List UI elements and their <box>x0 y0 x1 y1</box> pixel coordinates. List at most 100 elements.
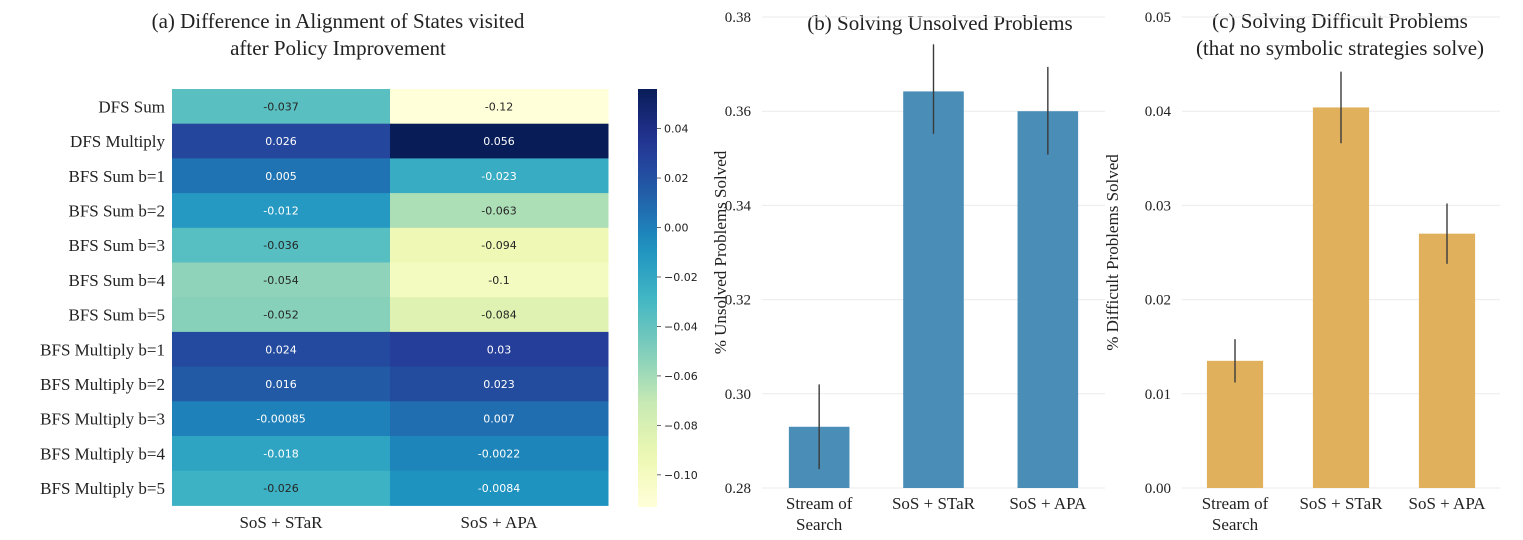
heatmap-cell <box>390 193 609 229</box>
difficult-chart-xtick-label: SoS + APA <box>1408 494 1486 513</box>
heatmap-cell <box>172 297 391 333</box>
colorbar-tick-label: 0.02 <box>664 172 689 185</box>
heatmap-row-label: BFS Sum b=1 <box>68 167 165 186</box>
unsolved-chart-ytick-label: 0.30 <box>725 387 751 403</box>
heatmap-cell <box>390 158 609 194</box>
colorbar-tick-label: −0.06 <box>664 370 698 383</box>
heatmap-row-label: BFS Multiply b=5 <box>40 479 165 498</box>
difficult-chart-panel: (c) Solving Difficult Problems (that no s… <box>1103 9 1500 534</box>
heatmap-row-label: BFS Multiply b=4 <box>40 444 165 463</box>
difficult-chart-ytick-label: 0.02 <box>1145 293 1171 309</box>
difficult-chart-xtick-label: Stream of Search <box>1202 494 1269 534</box>
heatmap-cell-label: 0.026 <box>265 135 297 148</box>
heatmap-cell <box>172 401 391 437</box>
difficult-chart-ylabel: % Difficult Problems Solved <box>1103 154 1122 351</box>
unsolved-chart-ytick-label: 0.32 <box>725 293 751 309</box>
heatmap-row-label: BFS Multiply b=2 <box>40 375 165 394</box>
heatmap-cell-label: -0.037 <box>263 100 298 113</box>
heatmap-row-label: DFS Sum <box>98 97 165 116</box>
heatmap-cell-label: -0.052 <box>263 309 298 322</box>
heatmap-cell-label: -0.018 <box>263 447 298 460</box>
heatmap-row-label: BFS Sum b=4 <box>68 271 165 290</box>
heatmap-cell <box>172 366 391 402</box>
unsolved-chart-bar <box>1017 111 1079 488</box>
colorbar-tick-label: −0.04 <box>664 320 698 333</box>
unsolved-chart-panel: (b) Solving Unsolved Problems 0.28 0.30 0.3… <box>711 10 1105 534</box>
heatmap-title: (a) Difference in Alignment of States vi… <box>152 9 525 33</box>
heatmap-cell-label: -0.00085 <box>256 413 305 426</box>
unsolved-chart-ytick-label: 0.28 <box>725 481 751 497</box>
difficult-chart-ytick-label: 0.04 <box>1145 104 1172 120</box>
heatmap-cell-label: -0.063 <box>481 204 516 217</box>
heatmap-cell-label: -0.1 <box>488 274 509 287</box>
heatmap-cell-label: -0.0022 <box>478 447 520 460</box>
unsolved-chart-ylabel: % Unsolved Problems Solved <box>711 150 730 354</box>
unsolved-chart-xtick-label: Stream of Search <box>786 494 853 534</box>
colorbar-tick-label: −0.02 <box>664 271 698 284</box>
unsolved-chart-bar <box>903 91 964 488</box>
heatmap-cell <box>390 401 609 437</box>
heatmap-cell-label: 0.056 <box>483 135 515 148</box>
heatmap-cell <box>172 331 391 368</box>
heatmap-cell-label: -0.084 <box>481 309 516 322</box>
heatmap-cell-label: -0.0084 <box>478 482 520 495</box>
heatmap-cell <box>390 297 609 333</box>
difficult-chart-bar <box>1312 107 1370 488</box>
difficult-chart-ytick-label: 0.05 <box>1145 10 1171 26</box>
heatmap-row-label: BFS Multiply b=1 <box>40 340 165 359</box>
unsolved-chart-xtick-label: SoS + APA <box>1009 494 1087 513</box>
heatmap-cell-label: 0.023 <box>483 378 515 391</box>
difficult-chart-bar <box>1418 233 1476 488</box>
heatmap-cell-label: 0.024 <box>265 343 297 356</box>
heatmap-cell-label: 0.016 <box>265 378 297 391</box>
heatmap-cell <box>172 262 391 298</box>
difficult-chart-ytick-label: 0.03 <box>1145 198 1171 214</box>
heatmap-cell-label: 0.005 <box>265 170 297 183</box>
heatmap-cell-label: -0.094 <box>481 239 516 252</box>
heatmap-cell-label: -0.12 <box>485 100 513 113</box>
heatmap-row-label: BFS Multiply b=3 <box>40 410 165 429</box>
heatmap-cell <box>172 436 391 472</box>
heatmap-row-label: BFS Sum b=5 <box>68 306 165 325</box>
heatmap-cell <box>172 89 391 125</box>
heatmap-row-label: BFS Sum b=3 <box>68 236 165 255</box>
heatmap-cell-label: 0.03 <box>487 343 512 356</box>
heatmap-subtitle: after Policy Improvement <box>230 36 446 60</box>
heatmap-cell-label: 0.007 <box>483 413 515 426</box>
heatmap-cell-label: -0.012 <box>263 204 298 217</box>
heatmap-cell <box>172 470 391 506</box>
heatmap-cell <box>172 158 391 194</box>
colorbar-tick-label: 0.04 <box>664 123 689 136</box>
difficult-chart-ytick-label: 0.01 <box>1145 387 1171 403</box>
heatmap-cell <box>172 227 391 263</box>
unsolved-chart-ytick-label: 0.34 <box>725 198 752 214</box>
heatmap-cell-label: -0.026 <box>263 482 298 495</box>
unsolved-chart-title: (b) Solving Unsolved Problems <box>807 11 1072 35</box>
heatmap-cell <box>390 123 609 159</box>
heatmap-cell <box>390 436 609 472</box>
unsolved-chart-ytick-label: 0.38 <box>725 10 751 26</box>
heatmap-cell <box>390 227 609 263</box>
heatmap-row-label: BFS Sum b=2 <box>68 201 165 220</box>
colorbar-tick-label: 0.00 <box>664 222 689 235</box>
heatmap-column-label: SoS + APA <box>460 513 538 532</box>
difficult-chart-title: (c) Solving Difficult Problems <box>1212 9 1468 33</box>
heatmap-panel: (a) Difference in Alignment of States vi… <box>40 9 698 532</box>
heatmap-row-label: DFS Multiply <box>70 132 165 151</box>
heatmap-cell-label: -0.023 <box>481 170 516 183</box>
heatmap-cell-label: -0.036 <box>263 239 298 252</box>
heatmap-cell-label: -0.054 <box>263 274 298 287</box>
difficult-chart-ytick-label: 0.00 <box>1145 481 1171 497</box>
heatmap-cell <box>390 470 609 506</box>
heatmap-cell <box>390 262 609 298</box>
difficult-chart-xtick-label: SoS + STaR <box>1299 494 1383 513</box>
colorbar <box>638 89 657 507</box>
heatmap-cell <box>172 193 391 229</box>
heatmap-cell <box>172 123 391 159</box>
heatmap-cell <box>390 331 609 368</box>
heatmap-cell <box>390 366 609 402</box>
difficult-chart-subtitle: (that no symbolic strategies solve) <box>1196 36 1484 60</box>
colorbar-tick-label: −0.08 <box>664 419 698 432</box>
heatmap-column-label: SoS + STaR <box>239 513 323 532</box>
